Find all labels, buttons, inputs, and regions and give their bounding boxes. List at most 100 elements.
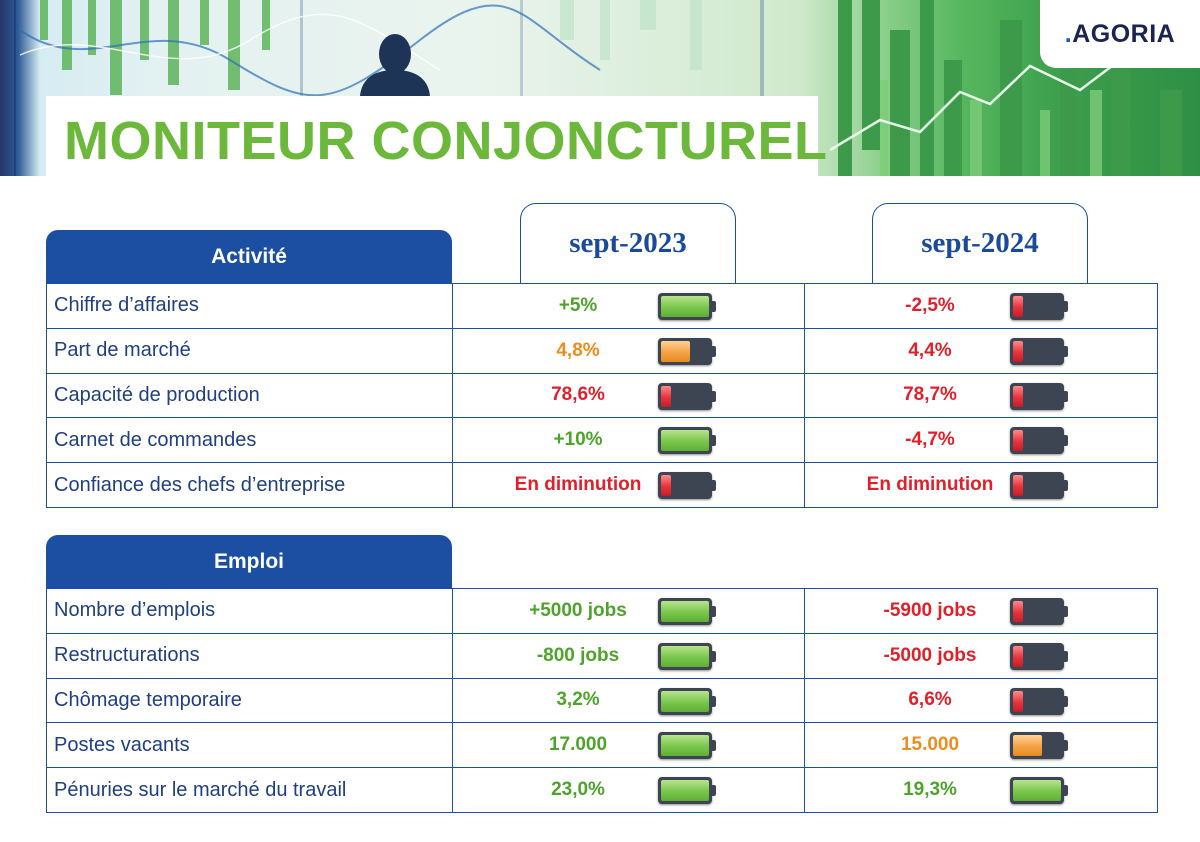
value-cell-2023: +10%: [453, 418, 805, 463]
battery-level: [1013, 690, 1023, 712]
battery-green-icon: [658, 642, 716, 670]
value-cell-2023: 4,8%: [453, 328, 805, 373]
value-cell-2023: +5000 jobs: [453, 589, 805, 633]
value-cell-2023: En diminution: [453, 463, 805, 507]
battery-level: [1013, 430, 1023, 452]
section-heading-label: Emploi: [213, 550, 284, 573]
value-cell-2024: -4,7%: [805, 418, 1156, 462]
value-cell-2024: -5000 jobs: [805, 634, 1156, 678]
value-cell-2024: -2,5%: [805, 284, 1156, 328]
table-row: Nombre d’emplois +5000 jobs -5900 jobs: [47, 589, 1157, 634]
value-cell-2023: +5%: [453, 284, 805, 328]
battery-level: [1013, 296, 1023, 317]
value-cell-2024: En diminution: [805, 463, 1156, 507]
value-cell-2024: 19,3%: [805, 768, 1156, 812]
indicator-value: +5000 jobs: [529, 599, 627, 621]
battery-level: [1013, 340, 1023, 362]
battery-level: [1013, 735, 1042, 757]
value-cell-2023: 78,6%: [453, 373, 805, 418]
battery-level: [661, 601, 709, 622]
battery-level: [1013, 475, 1023, 497]
battery-level: [661, 385, 671, 407]
indicator-value: En diminution: [514, 474, 642, 496]
battery-red-icon: [1010, 382, 1068, 410]
indicator-label: Restructurations: [47, 633, 453, 678]
battery-red-icon: [1010, 472, 1068, 500]
table-row: Restructurations -800 jobs -5000 jobs: [47, 633, 1157, 679]
value-cell-2023: 17.000: [453, 723, 805, 768]
indicator-value: +10%: [553, 429, 603, 451]
battery-red-icon: [1010, 427, 1068, 455]
value-cell-2023: -800 jobs: [453, 633, 805, 678]
indicator-label: Pénuries sur le marché du travail: [47, 768, 453, 812]
period-label: sept-2023: [569, 227, 687, 259]
battery-level: [661, 690, 709, 712]
indicator-label: Postes vacants: [47, 723, 453, 768]
indicator-value: 19,3%: [903, 779, 957, 801]
period-label: sept-2024: [921, 227, 1039, 259]
battery-level: [1013, 385, 1023, 407]
indicator-value: -5900 jobs: [883, 599, 977, 621]
indicator-value: 78,6%: [551, 384, 605, 406]
battery-level: [1013, 601, 1023, 622]
value-cell-2024: 4,4%: [805, 329, 1156, 373]
indicator-label: Capacité de production: [47, 373, 453, 418]
battery-green-icon: [658, 293, 716, 320]
battery-level: [661, 340, 690, 362]
battery-green-icon: [658, 777, 716, 805]
battery-green-icon: [658, 687, 716, 715]
battery-red-icon: [1010, 687, 1068, 715]
header-banner: .AGORIA MONITEUR CONJONCTUREL: [0, 0, 1200, 176]
period-tab-2023: sept-2023: [520, 203, 736, 283]
indicator-label: Nombre d’emplois: [47, 589, 453, 633]
table-row: Pénuries sur le marché du travail 23,0% 19…: [47, 768, 1157, 813]
indicator-value: 17.000: [548, 734, 608, 756]
title-box: MONITEUR CONJONCTUREL: [46, 96, 827, 176]
indicator-value: En diminution: [866, 474, 994, 496]
battery-green-icon: [658, 732, 716, 760]
banner-chart-illustration: [14, 0, 1200, 176]
indicator-label: Chiffre d’affaires: [47, 284, 453, 328]
indicator-value: -800 jobs: [536, 644, 620, 666]
battery-red-icon: [1010, 598, 1068, 625]
battery-green-icon: [658, 598, 716, 625]
indicator-label: Chômage temporaire: [47, 678, 453, 723]
battery-level: [1013, 780, 1061, 802]
value-cell-2024: 78,7%: [805, 374, 1156, 418]
battery-level: [661, 645, 709, 667]
battery-level: [661, 780, 709, 802]
indicator-value: 78,7%: [903, 384, 957, 406]
battery-red-icon: [1010, 337, 1068, 365]
value-cell-2024: -5900 jobs: [805, 589, 1156, 633]
table-row: Capacité de production 78,6% 78,7%: [47, 373, 1157, 419]
value-cell-2024: 15.000: [805, 723, 1156, 767]
value-cell-2023: 23,0%: [453, 768, 805, 812]
table-row: Confiance des chefs d’entreprise En dimin…: [47, 463, 1157, 508]
battery-red-icon: [658, 472, 716, 500]
indicator-label: Confiance des chefs d’entreprise: [47, 463, 453, 507]
value-cell-2023: 3,2%: [453, 678, 805, 723]
indicator-value: 23,0%: [551, 779, 605, 801]
table-row: Postes vacants 17.000 15.000: [47, 723, 1157, 769]
battery-green-icon: [658, 427, 716, 455]
battery-red-icon: [1010, 642, 1068, 670]
indicator-value: -5000 jobs: [883, 644, 977, 666]
battery-red-icon: [658, 382, 716, 410]
agoria-logo: .AGORIA: [1064, 19, 1176, 48]
section-heading-emploi: Emploi: [46, 535, 452, 589]
indicator-value: 3,2%: [556, 689, 600, 711]
indicator-value: 15.000: [900, 734, 960, 756]
battery-green-icon: [1010, 777, 1068, 805]
logo-box: .AGORIA: [1040, 0, 1200, 68]
table-row: Chiffre d’affaires +5% -2,5%: [47, 284, 1157, 329]
value-cell-2024: 6,6%: [805, 679, 1156, 723]
battery-level: [661, 430, 709, 452]
battery-level: [661, 475, 671, 497]
battery-level: [1013, 645, 1023, 667]
battery-orange-icon: [1010, 732, 1068, 760]
section-heading-activite: Activité: [46, 230, 452, 284]
indicator-label: Part de marché: [47, 328, 453, 373]
battery-red-icon: [1010, 293, 1068, 320]
indicator-value: -4,7%: [905, 429, 955, 451]
indicator-value: 6,6%: [908, 689, 952, 711]
